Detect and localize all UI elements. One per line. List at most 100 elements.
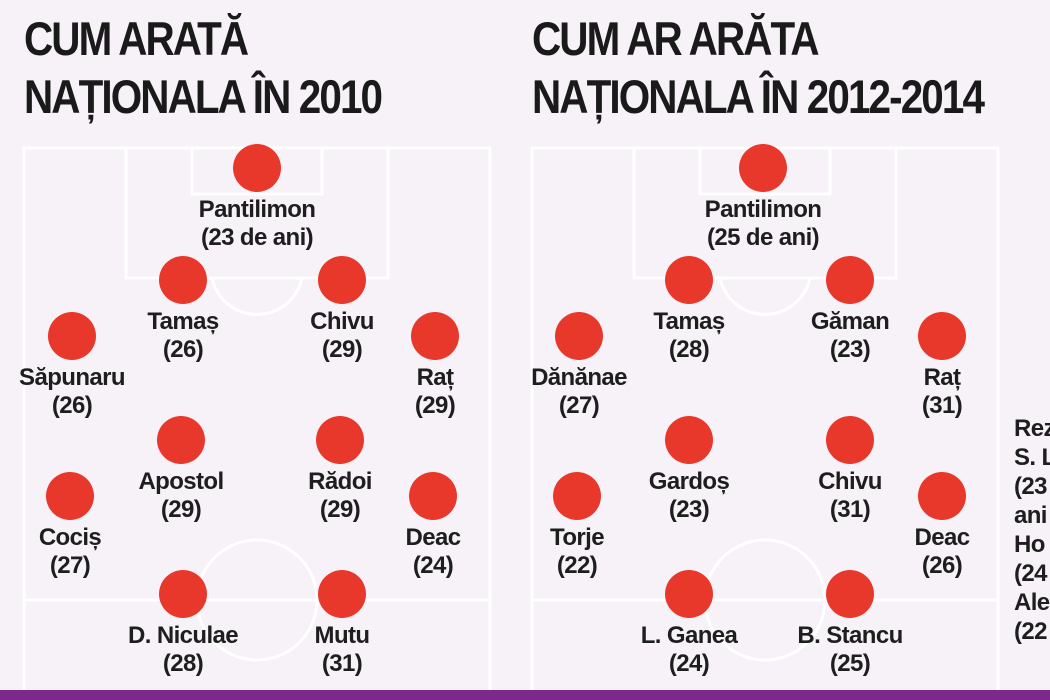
player-age: (27) bbox=[558, 392, 600, 419]
player-age: (28) bbox=[668, 336, 710, 363]
player-name: Mutu bbox=[314, 622, 371, 649]
player-name: Raț bbox=[416, 364, 454, 391]
player-marker bbox=[411, 312, 459, 360]
player-striker-right: Mutu (31) bbox=[242, 570, 442, 678]
player-name: Deac bbox=[914, 524, 971, 551]
lineup-panel-2010: CUM ARATĂ NAȚIONALA ÎN 2010 Pantilimon (… bbox=[0, 0, 500, 690]
player-center-back-right: Găman (23) bbox=[750, 256, 950, 364]
player-age: (26) bbox=[162, 336, 204, 363]
player-name: Tamaș bbox=[147, 308, 219, 335]
reserves-line: ani bbox=[1014, 502, 1047, 529]
player-center-back-right: Chivu (29) bbox=[242, 256, 442, 364]
player-center-mid-left: Apostol (29) bbox=[81, 416, 281, 524]
player-age: (31) bbox=[321, 650, 363, 677]
player-marker bbox=[665, 416, 713, 464]
title-line-2: NAȚIONALA ÎN 2010 bbox=[24, 70, 383, 123]
player-center-mid-right: Rădoi (29) bbox=[240, 416, 440, 524]
player-marker bbox=[159, 570, 207, 618]
reserves-line: S. L bbox=[1014, 444, 1050, 471]
player-right-wing: Cociș (27) bbox=[0, 472, 170, 580]
player-marker bbox=[157, 416, 205, 464]
reserves-line: Ho bbox=[1014, 531, 1045, 558]
player-name: Raț bbox=[923, 364, 961, 391]
player-marker bbox=[318, 570, 366, 618]
player-age: (23) bbox=[829, 336, 871, 363]
reserves-line: (23 bbox=[1014, 473, 1047, 500]
player-name: Gardoș bbox=[648, 468, 730, 495]
player-name: Tamaș bbox=[653, 308, 725, 335]
player-age: (31) bbox=[829, 496, 871, 523]
player-name: L. Ganea bbox=[640, 622, 738, 649]
player-name: Pantilimon bbox=[704, 196, 822, 223]
player-center-back-left: Tamaș (26) bbox=[83, 256, 283, 364]
player-age: (29) bbox=[319, 496, 361, 523]
panel-title: CUM ARATĂ NAȚIONALA ÎN 2010 bbox=[24, 10, 383, 126]
player-marker bbox=[739, 144, 787, 192]
player-age: (29) bbox=[160, 496, 202, 523]
player-name: Apostol bbox=[138, 468, 224, 495]
player-name: Găman bbox=[810, 308, 890, 335]
player-age: (24) bbox=[412, 552, 454, 579]
player-goalkeeper: Pantilimon (23 de ani) bbox=[157, 144, 357, 252]
player-marker bbox=[48, 312, 96, 360]
player-right-back: Dănănae (27) bbox=[479, 312, 679, 420]
player-age: (23) bbox=[668, 496, 710, 523]
player-name: B. Stancu bbox=[797, 622, 903, 649]
player-goalkeeper: Pantilimon (25 de ani) bbox=[663, 144, 863, 252]
player-marker bbox=[826, 570, 874, 618]
player-left-wing: Deac (24) bbox=[333, 472, 533, 580]
bottom-accent-bar bbox=[0, 690, 1050, 700]
player-marker bbox=[46, 472, 94, 520]
player-age: (23 de ani) bbox=[200, 224, 314, 251]
player-age: (22) bbox=[556, 552, 598, 579]
player-center-mid-left: Gardoș (23) bbox=[589, 416, 789, 524]
player-name: Dănănae bbox=[531, 364, 627, 391]
player-right-back: Săpunaru (26) bbox=[0, 312, 172, 420]
player-left-back: Raț (31) bbox=[842, 312, 1042, 420]
player-age: (25) bbox=[829, 650, 871, 677]
title-line-1: CUM ARATĂ bbox=[24, 12, 249, 65]
player-marker bbox=[826, 416, 874, 464]
player-name: D. Niculae bbox=[127, 622, 239, 649]
panel-title: CUM AR ARĂTA NAȚIONALA ÎN 2012-2014 bbox=[532, 10, 985, 126]
player-striker-left: L. Ganea (24) bbox=[589, 570, 789, 678]
player-age: (26) bbox=[51, 392, 93, 419]
player-left-wing: Deac (26) bbox=[842, 472, 1042, 580]
player-marker bbox=[665, 570, 713, 618]
player-marker bbox=[318, 256, 366, 304]
player-age: (25 de ani) bbox=[706, 224, 820, 251]
player-marker bbox=[826, 256, 874, 304]
player-striker-right: B. Stancu (25) bbox=[750, 570, 950, 678]
player-right-wing: Torje (22) bbox=[477, 472, 677, 580]
player-striker-left: D. Niculae (28) bbox=[83, 570, 283, 678]
player-age: (27) bbox=[49, 552, 91, 579]
player-name: Deac bbox=[405, 524, 462, 551]
player-center-mid-right: Chivu (31) bbox=[750, 416, 950, 524]
player-name: Săpunaru bbox=[19, 364, 125, 391]
player-name: Chivu bbox=[310, 308, 374, 335]
player-age: (28) bbox=[162, 650, 204, 677]
player-marker bbox=[918, 312, 966, 360]
title-line-2: NAȚIONALA ÎN 2012-2014 bbox=[532, 70, 985, 123]
player-marker bbox=[409, 472, 457, 520]
reserves-line: Rez bbox=[1014, 415, 1050, 442]
reserves-line: (24 bbox=[1014, 560, 1047, 587]
lineup-panel-2012-2014: CUM AR ARĂTA NAȚIONALA ÎN 2012-2014 Pant… bbox=[508, 0, 1008, 690]
reserves-line: Ale bbox=[1014, 589, 1050, 616]
reserves-list: Rez S. L (23 ani Ho (24 Ale (22 bbox=[1014, 414, 1050, 646]
title-line-1: CUM AR ARĂTA bbox=[532, 12, 820, 65]
player-name: Pantilimon bbox=[198, 196, 316, 223]
player-marker bbox=[159, 256, 207, 304]
player-marker bbox=[918, 472, 966, 520]
player-age: (26) bbox=[921, 552, 963, 579]
player-name: Cociș bbox=[38, 524, 102, 551]
player-marker bbox=[233, 144, 281, 192]
player-name: Torje bbox=[550, 524, 605, 551]
player-marker bbox=[316, 416, 364, 464]
player-marker bbox=[665, 256, 713, 304]
player-marker bbox=[555, 312, 603, 360]
player-left-back: Raț (29) bbox=[335, 312, 535, 420]
player-age: (29) bbox=[321, 336, 363, 363]
reserves-line: (22 bbox=[1014, 618, 1047, 645]
player-center-back-left: Tamaș (28) bbox=[589, 256, 789, 364]
